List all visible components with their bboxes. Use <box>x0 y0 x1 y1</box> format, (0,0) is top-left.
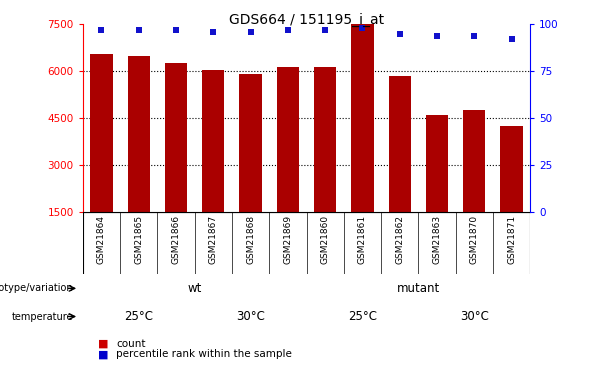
Text: 25°C: 25°C <box>348 310 377 323</box>
Text: count: count <box>116 339 146 349</box>
Text: GSM21860: GSM21860 <box>321 215 330 264</box>
Point <box>395 31 405 37</box>
Text: GSM21862: GSM21862 <box>395 215 404 264</box>
Text: wt: wt <box>188 282 202 295</box>
Text: GSM21864: GSM21864 <box>97 215 106 264</box>
Text: ■: ■ <box>98 339 109 349</box>
Point <box>357 25 367 31</box>
Bar <box>426 115 448 212</box>
Text: GSM21866: GSM21866 <box>172 215 180 264</box>
Point <box>208 29 218 35</box>
Bar <box>314 67 337 212</box>
Bar <box>128 56 150 212</box>
Text: GDS664 / 151195_i_at: GDS664 / 151195_i_at <box>229 13 384 27</box>
Bar <box>202 70 224 212</box>
Point <box>432 33 442 39</box>
Point <box>283 27 293 33</box>
Text: GSM21869: GSM21869 <box>283 215 292 264</box>
Point <box>171 27 181 33</box>
Point <box>470 33 479 39</box>
Point <box>134 27 143 33</box>
Text: GSM21871: GSM21871 <box>507 215 516 264</box>
Bar <box>389 76 411 212</box>
Bar <box>351 23 374 212</box>
Text: temperature: temperature <box>12 312 74 321</box>
Bar <box>500 126 523 212</box>
Bar <box>463 110 485 212</box>
Point <box>96 27 106 33</box>
Text: GSM21867: GSM21867 <box>209 215 218 264</box>
Text: GSM21861: GSM21861 <box>358 215 367 264</box>
Text: 30°C: 30°C <box>460 310 489 323</box>
Text: 25°C: 25°C <box>124 310 153 323</box>
Bar <box>90 54 113 212</box>
Text: 30°C: 30°C <box>236 310 265 323</box>
Text: GSM21865: GSM21865 <box>134 215 143 264</box>
Bar <box>165 63 187 212</box>
Text: genotype/variation: genotype/variation <box>0 284 74 293</box>
Bar <box>240 74 262 212</box>
Point <box>507 36 517 42</box>
Text: GSM21870: GSM21870 <box>470 215 479 264</box>
Bar <box>276 67 299 212</box>
Point <box>246 29 256 35</box>
Text: mutant: mutant <box>397 282 440 295</box>
Text: percentile rank within the sample: percentile rank within the sample <box>116 350 292 359</box>
Text: ■: ■ <box>98 350 109 359</box>
Text: GSM21863: GSM21863 <box>433 215 441 264</box>
Point <box>320 27 330 33</box>
Text: GSM21868: GSM21868 <box>246 215 255 264</box>
